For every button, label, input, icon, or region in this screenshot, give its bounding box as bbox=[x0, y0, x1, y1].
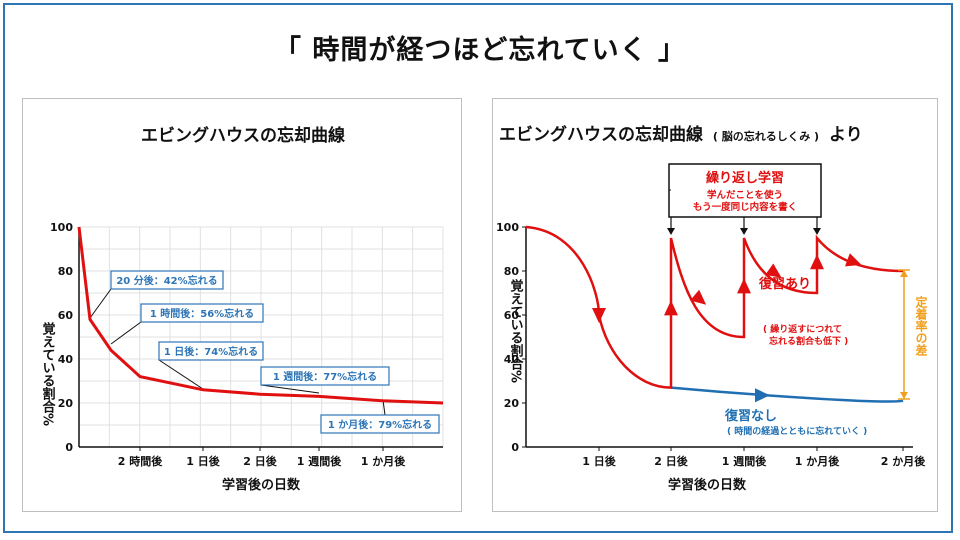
curve-arrow-head bbox=[690, 289, 707, 305]
curve-arrow-head bbox=[755, 388, 770, 403]
left-x-tick-label: 2 時間後 bbox=[118, 454, 163, 468]
left-chart-panel: エビングハウスの忘却曲線 0 20 40 60 80 100 2 時間後 1 日後 2 日後 1… bbox=[22, 98, 462, 512]
right-y-tick-label: 60 bbox=[504, 309, 520, 322]
with-review-note-1: ( 繰り返すにつれて bbox=[763, 323, 842, 335]
with-review-note-2: 忘れる割合も低下 ) bbox=[769, 335, 848, 347]
right-x-tick-label: 2 日後 bbox=[654, 454, 688, 468]
right-y-tick-label: 0 bbox=[511, 441, 519, 454]
right-y-tick-label: 40 bbox=[504, 353, 520, 366]
left-callout-connector bbox=[110, 321, 142, 345]
without-review-label: 復習なし bbox=[724, 408, 777, 424]
without-review-note: ( 時間の経過とともに忘れていく ) bbox=[727, 425, 867, 437]
left-y-tick-label: 40 bbox=[58, 353, 74, 366]
right-x-tick-label: 2 か月後 bbox=[881, 454, 926, 468]
left-callout-connector bbox=[158, 359, 204, 390]
left-x-axis-label: 学習後の日数 bbox=[222, 477, 301, 493]
left-y-tick-label: 60 bbox=[58, 309, 74, 322]
right-chart-title-small: ( 脳の忘れるしくみ ) bbox=[713, 129, 819, 143]
right-x-ticks: 1 日後 2 日後 1 週間後 1 か月後 2 か月後 bbox=[582, 447, 926, 468]
left-x-tick-label: 1 日後 bbox=[186, 454, 220, 468]
left-callout-connectors bbox=[89, 288, 386, 416]
curve-arrow-head bbox=[737, 278, 751, 294]
left-x-tick-label: 1 か月後 bbox=[361, 454, 406, 468]
right-chart-panel: エビングハウスの忘却曲線 ( 脳の忘れるしくみ ) より 繰り返し学習 学んだこ… bbox=[492, 98, 938, 512]
left-forgetting-curve bbox=[77, 226, 444, 405]
left-y-tick-label: 100 bbox=[50, 221, 73, 234]
left-chart-svg: エビングハウスの忘却曲線 0 20 40 60 80 100 2 時間後 1 日後 2 日後 1… bbox=[40, 125, 444, 493]
right-x-tick-label: 1 か月後 bbox=[795, 454, 840, 468]
left-callout-box bbox=[158, 341, 264, 361]
left-callout-text: 20 分後：42%忘れる bbox=[116, 274, 217, 287]
right-y-tick-label: 20 bbox=[504, 397, 520, 410]
left-x-ticks: 2 時間後 1 日後 2 日後 1 週間後 1 か月後 bbox=[118, 447, 406, 468]
curve-arrow-head bbox=[845, 253, 862, 267]
page-title: 「 時間が経つほど忘れていく 」 bbox=[274, 35, 686, 66]
left-callout-text: 1 日後：74%忘れる bbox=[164, 345, 258, 358]
left-y-tick-label: 20 bbox=[58, 397, 74, 410]
right-chart-svg: エビングハウスの忘却曲線 ( 脳の忘れるしくみ ) より 繰り返し学習 学んだこ… bbox=[496, 124, 928, 493]
review-pointer-head bbox=[813, 228, 821, 235]
right-y-tick-label: 80 bbox=[504, 265, 520, 278]
review-pointer-head bbox=[740, 228, 748, 235]
retention-gap-label: 定着率の差 bbox=[914, 295, 928, 356]
review-box-title: 繰り返し学習 bbox=[706, 170, 784, 186]
left-callout-text: 1 か月後：79%忘れる bbox=[328, 418, 432, 431]
left-callout-connector bbox=[89, 288, 112, 319]
right-x-axis-label: 学習後の日数 bbox=[668, 477, 747, 493]
curve-arrow-head bbox=[592, 308, 606, 323]
left-y-ticks: 0 20 40 60 80 100 bbox=[50, 221, 73, 454]
right-chart-title-main: エビングハウスの忘却曲線 bbox=[499, 124, 703, 145]
left-callout-connector bbox=[382, 399, 386, 416]
left-y-axis-label: 覚えている割合% bbox=[40, 321, 57, 426]
left-callout-connector bbox=[260, 384, 320, 394]
right-x-tick-label: 1 日後 bbox=[582, 454, 616, 468]
right-y-tick-label: 100 bbox=[496, 221, 519, 234]
review-box-line2: もう一度同じ内容を書く bbox=[693, 201, 797, 213]
left-callout-box bbox=[140, 303, 264, 323]
right-y-ticks: 0 20 40 60 80 100 bbox=[496, 221, 526, 454]
left-callout-box bbox=[110, 270, 224, 290]
right-axes bbox=[525, 227, 913, 448]
left-callouts: 20 分後：42%忘れる 1 時間後：56%忘れる 1 日後：74%忘れる 1 週間後… bbox=[110, 270, 440, 434]
right-y-axis-label: 覚えている割合% bbox=[508, 278, 525, 383]
right-x-tick-label: 1 週間後 bbox=[722, 454, 767, 468]
left-callout-text: 1 時間後：56%忘れる bbox=[150, 307, 254, 320]
review-box-line1: 学んだことを使う bbox=[707, 189, 783, 201]
curve-arrow-head bbox=[664, 300, 678, 316]
left-callout-text: 1 週間後：77%忘れる bbox=[273, 370, 377, 383]
review-pointer-head bbox=[667, 228, 675, 235]
left-callout-box bbox=[320, 414, 440, 434]
curve-arrows bbox=[592, 253, 862, 403]
review-box bbox=[668, 163, 822, 218]
left-y-tick-label: 80 bbox=[58, 265, 74, 278]
left-x-tick-label: 1 週間後 bbox=[297, 454, 342, 468]
no-review-curve bbox=[670, 386, 904, 403]
retention-gap-bracket bbox=[898, 269, 910, 400]
curve-arrow-head bbox=[765, 263, 782, 278]
left-chart-title: エビングハウスの忘却曲線 bbox=[141, 125, 345, 146]
review-curve bbox=[525, 225, 904, 389]
slide-frame bbox=[3, 3, 953, 533]
with-review-label: 復習あり bbox=[758, 276, 811, 292]
review-pointers bbox=[667, 189, 821, 235]
right-chart-title: エビングハウスの忘却曲線 ( 脳の忘れるしくみ ) より bbox=[499, 124, 863, 145]
left-y-tick-label: 0 bbox=[65, 441, 73, 454]
curve-arrow-head bbox=[810, 254, 824, 270]
left-grid bbox=[78, 226, 444, 448]
right-chart-title-tail: より bbox=[829, 125, 863, 145]
left-x-tick-label: 2 日後 bbox=[243, 454, 277, 468]
left-callout-box bbox=[260, 366, 390, 386]
